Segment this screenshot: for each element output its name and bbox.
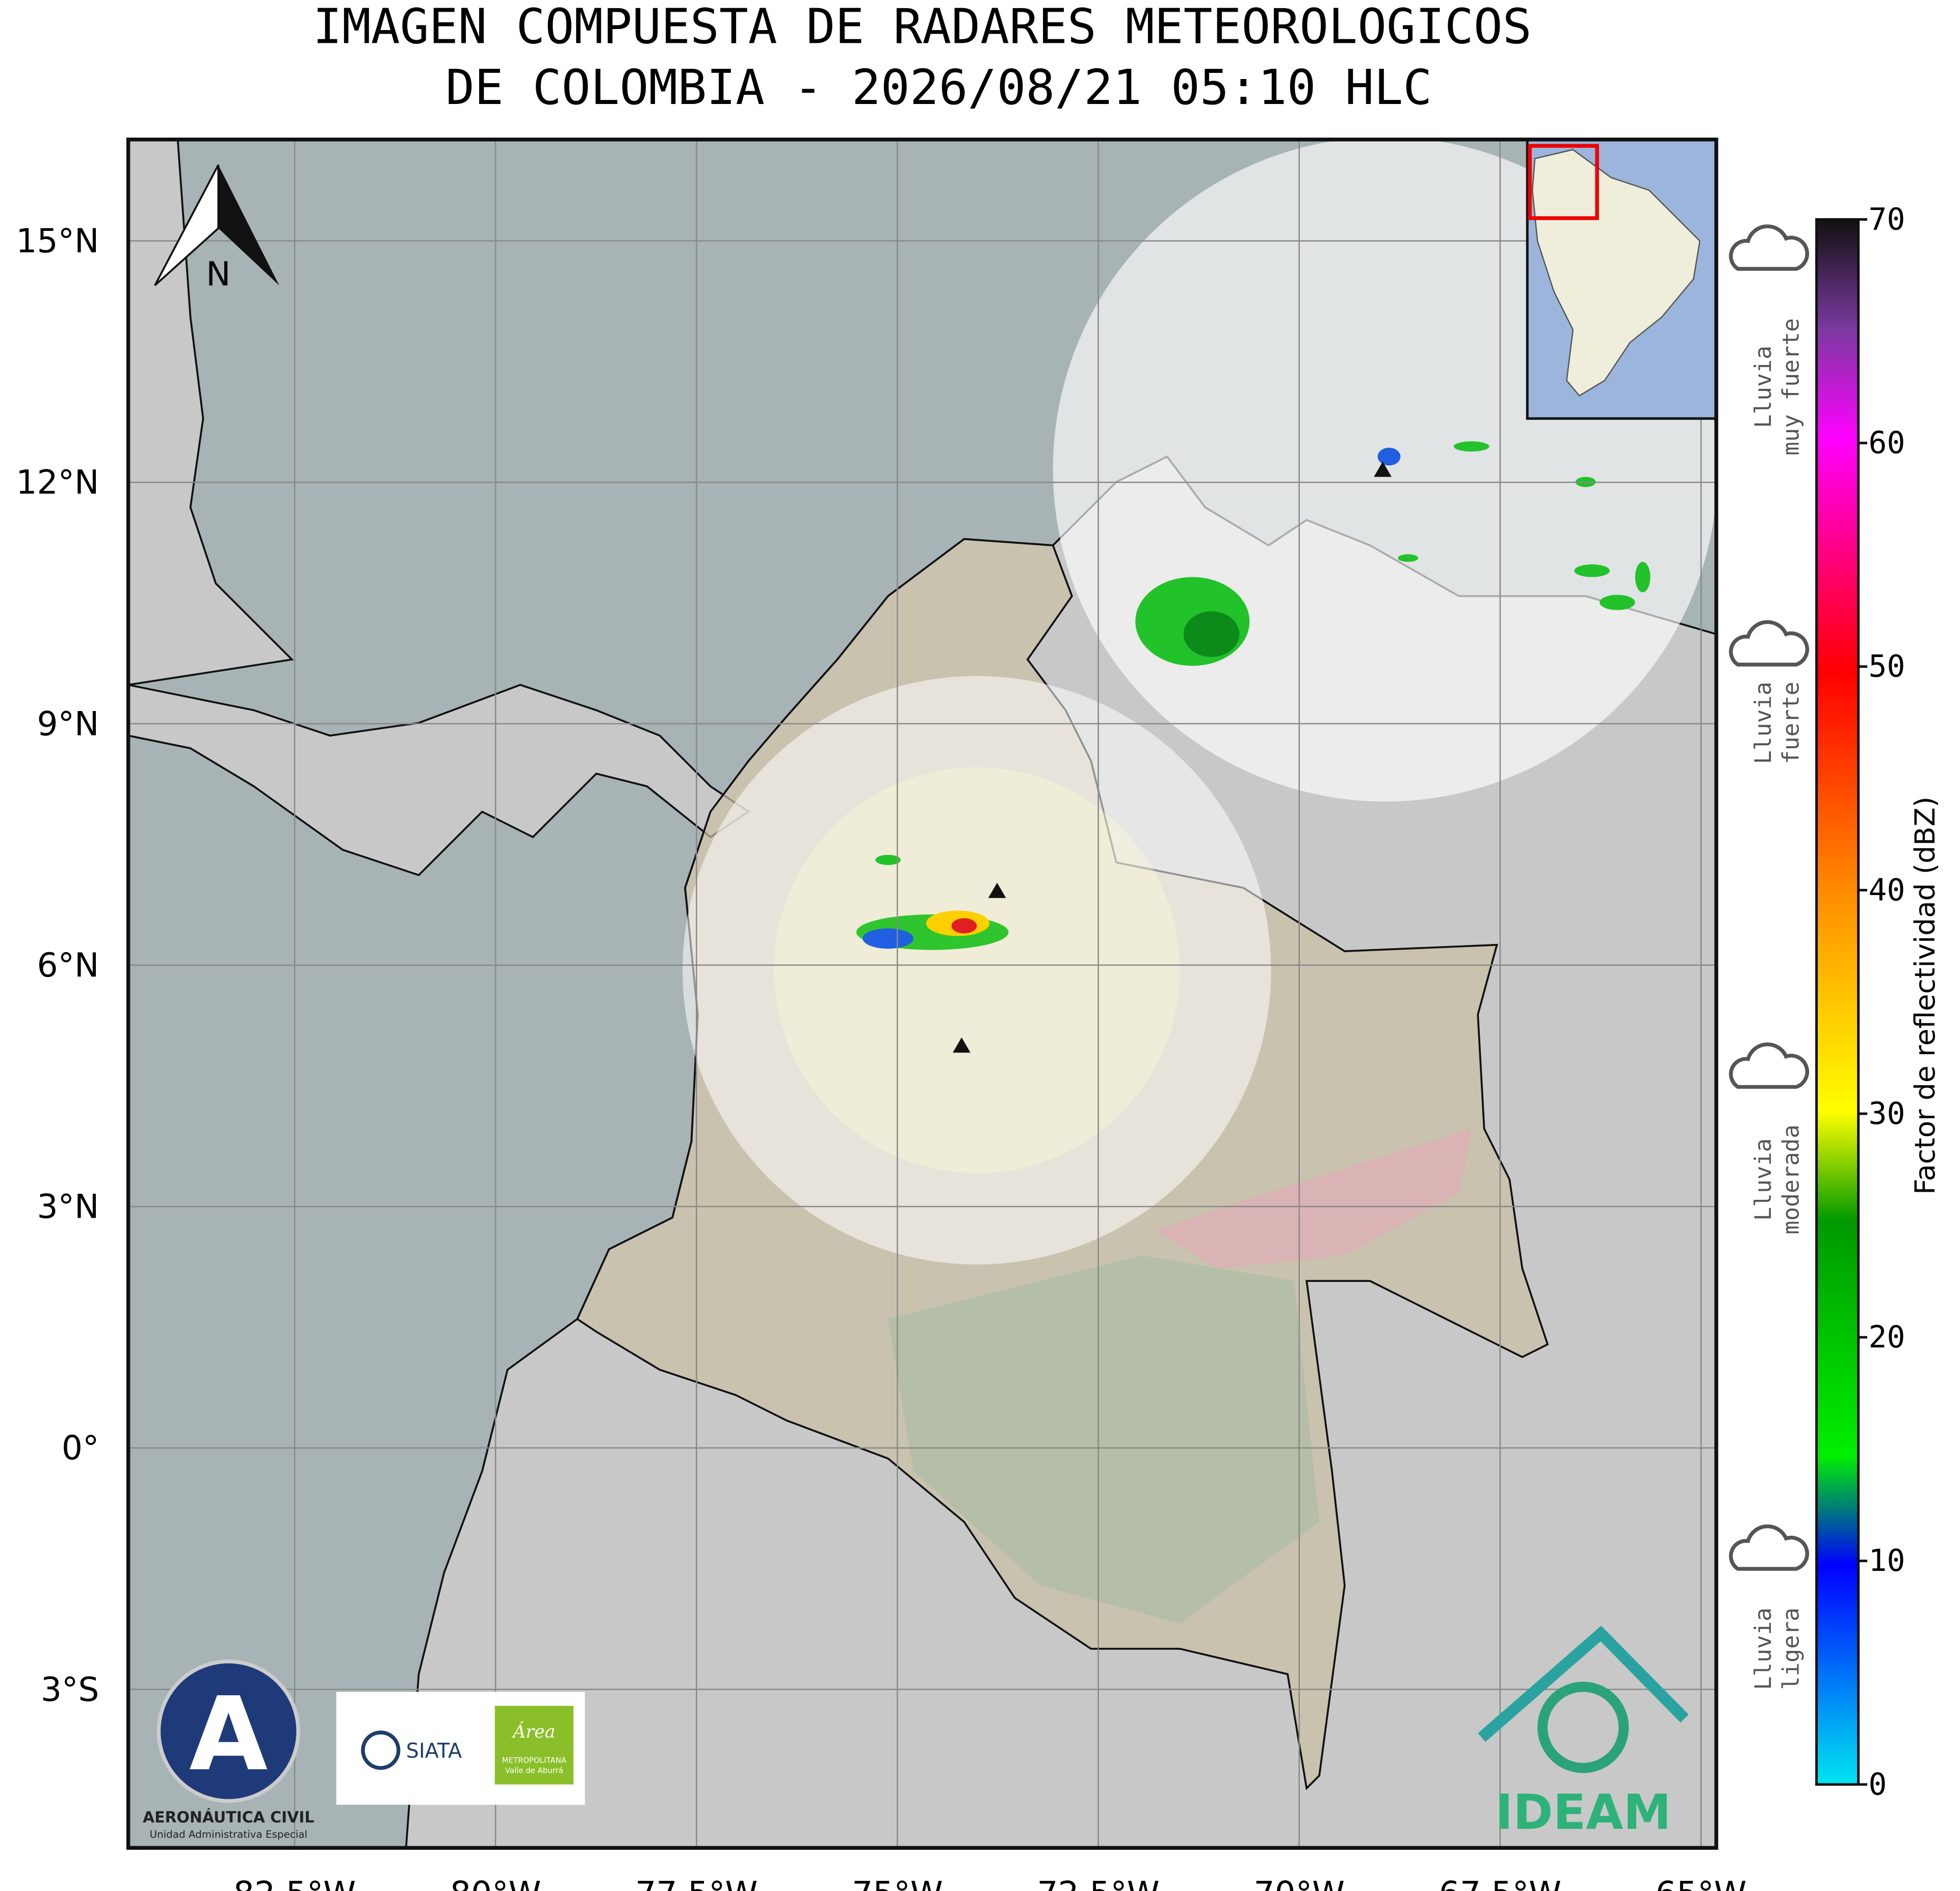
map-frame [126, 137, 1718, 1850]
y-tick-label: 12°N [16, 464, 99, 502]
colorbar-tick-label: 10 [1869, 1543, 1905, 1579]
rain-icons [1729, 224, 1809, 1571]
partner-logos: SIATA Área METROPOLITANA Valle de Aburrá [336, 1692, 585, 1805]
radar-site [988, 882, 1006, 898]
rain-label: ligera [1778, 1608, 1805, 1690]
cloud-icon [1729, 620, 1809, 667]
cloud-icon [1729, 1524, 1809, 1571]
svg-text:A: A [189, 1675, 268, 1793]
radar-coverage [683, 676, 1271, 1265]
aerocivil-logo: A AERONÁUTICA CIVIL Unidad Administrativ… [143, 1659, 314, 1840]
highland [1154, 1128, 1472, 1269]
x-tick-label: 75°W [852, 1875, 943, 1891]
y-tick-label: 3°S [41, 1671, 99, 1709]
x-tick-label: 67.5°W [1439, 1875, 1561, 1891]
land [128, 684, 750, 877]
colorbar-tick-label: 60 [1869, 426, 1905, 461]
title-line: DE COLOMBIA - 2026/08/21 05:10 HLC [446, 60, 1432, 116]
cloud-icon [1729, 1042, 1809, 1089]
y-tick-label: 15°N [16, 222, 99, 260]
logo-text: Unidad Administrativa Especial [149, 1828, 307, 1840]
logo-text: AERONÁUTICA CIVIL [143, 1808, 314, 1827]
rain-label: Lluvia [1749, 1608, 1776, 1690]
land [128, 139, 294, 686]
ideam-logo: IDEAM [1478, 1625, 1689, 1841]
radar-site [953, 1037, 971, 1053]
inset-map [1526, 139, 1716, 420]
x-tick-label: 65°W [1656, 1875, 1747, 1891]
title-line: IMAGEN COMPUESTA DE RADARES METEOROLOGIC… [313, 0, 1532, 55]
logo-text: METROPOLITANA [502, 1756, 567, 1765]
colorbar-tick-label: 20 [1869, 1320, 1905, 1355]
logo-text: IDEAM [1495, 1784, 1671, 1841]
radar-site [1374, 461, 1392, 477]
colorbar-tick-label: 0 [1869, 1767, 1887, 1802]
forest [888, 1255, 1320, 1623]
grid [128, 139, 1716, 1848]
y-tick-label: 9°N [37, 705, 99, 743]
precipitation [856, 441, 1651, 950]
x-tick-label: 70°W [1253, 1875, 1345, 1891]
logo-text: Área [511, 1721, 555, 1742]
x-tick-label: 72.5°W [1037, 1875, 1159, 1891]
x-tick-label: 82.5°W [233, 1875, 356, 1891]
x-tick-label: 80°W [450, 1875, 541, 1891]
y-tick-label: 6°N [37, 947, 99, 985]
colorbar-tick-label: 30 [1869, 1096, 1905, 1132]
colorbar-tick-label: 40 [1869, 873, 1905, 908]
colorbar-tick-label: 70 [1869, 202, 1905, 237]
rain-label: muy fuerte [1778, 318, 1805, 456]
north-label: N [206, 255, 230, 294]
rain-label: fuerte [1778, 681, 1805, 764]
colorbar [1815, 218, 1860, 1786]
rain-label: moderada [1778, 1124, 1805, 1235]
y-tick-label: 3°N [37, 1188, 99, 1226]
rain-label: Lluvia [1749, 1138, 1776, 1221]
cloud-icon [1729, 224, 1809, 271]
radar-coverage [774, 767, 1180, 1173]
x-tick-label: 77.5°W [635, 1875, 757, 1891]
colorbar-tick-label: 50 [1869, 649, 1905, 685]
colorbar-label: Factor de reflectividad (dBZ) [1909, 797, 1941, 1195]
rain-label: Lluvia [1749, 681, 1776, 764]
map-area: N A AERONÁUTICA CIVIL Unidad Administrat… [128, 139, 1716, 1848]
logo-text: Valle de Aburrá [505, 1766, 563, 1775]
y-tick-label: 0° [62, 1429, 99, 1467]
logo-text: SIATA [406, 1740, 462, 1763]
rain-label: Lluvia [1749, 346, 1776, 428]
